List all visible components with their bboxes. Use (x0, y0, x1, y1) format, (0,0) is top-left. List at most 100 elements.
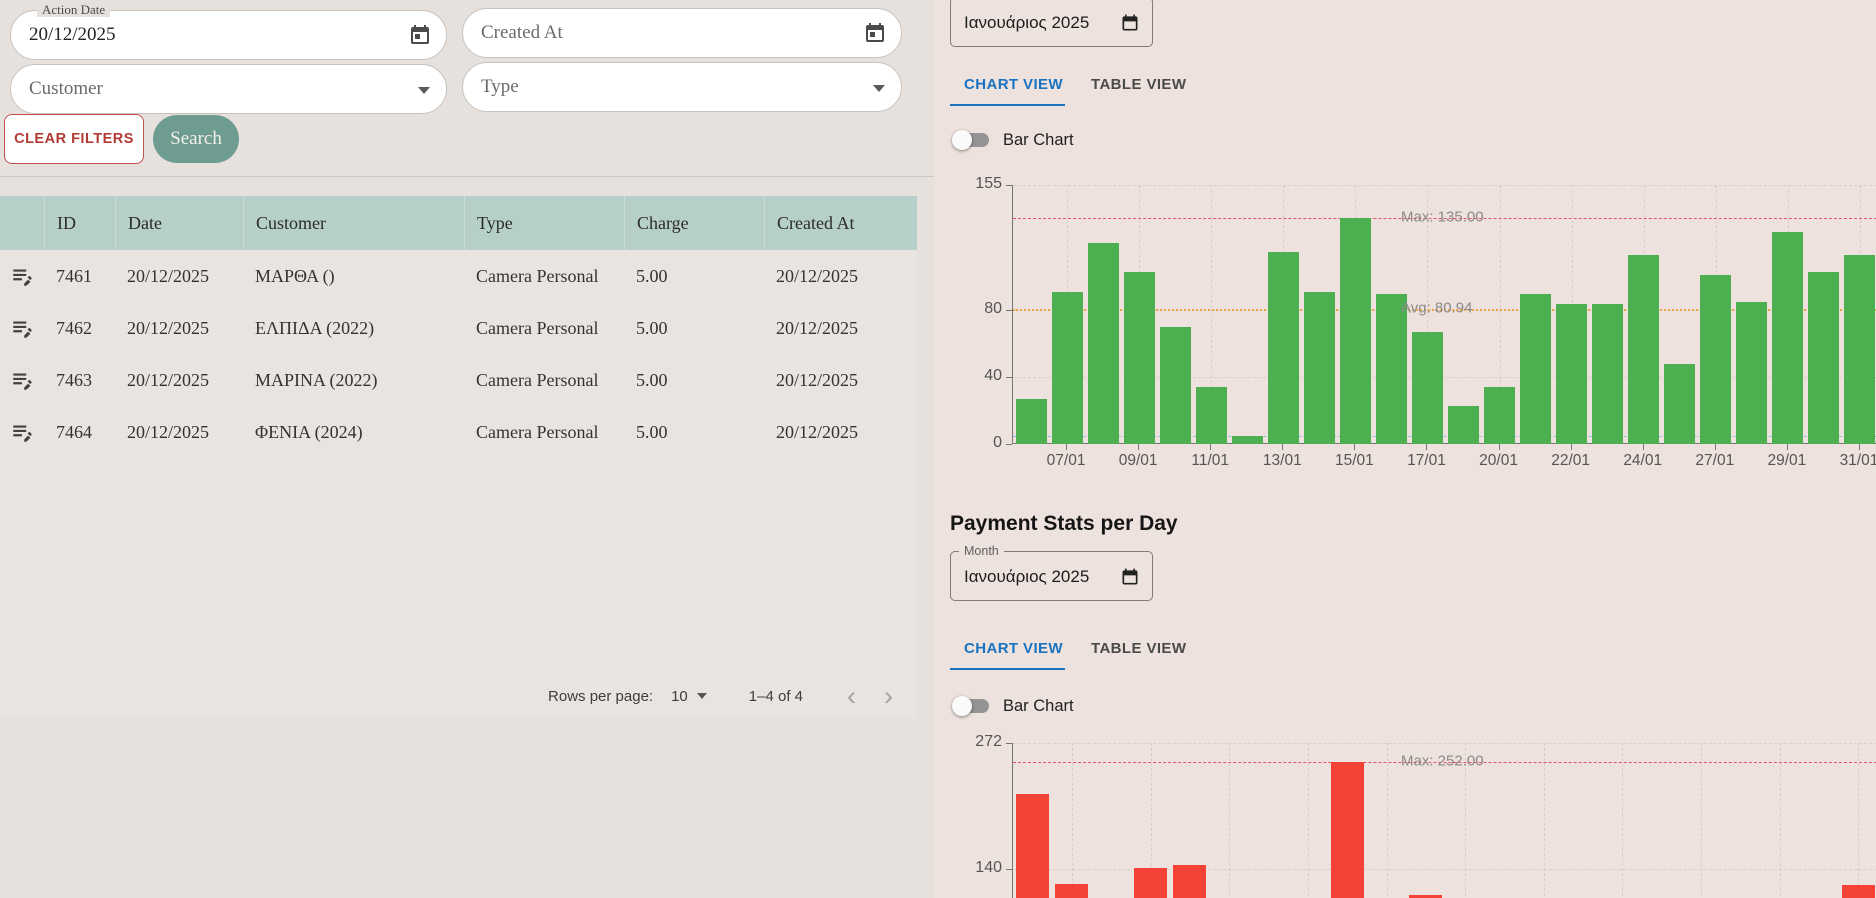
table-body: 7461 20/12/2025 ΜΑΡΘΑ () Camera Personal 5.0… (0, 250, 917, 458)
month-picker[interactable]: Month Ιανουάριος 2025 (950, 545, 1153, 601)
month-field-label: Month (964, 544, 999, 558)
bar (1484, 387, 1516, 444)
bar (1051, 291, 1083, 444)
column-date: Date (115, 196, 243, 250)
divider (0, 176, 934, 177)
table-row: 7462 20/12/2025 ΕΛΠΙΔΑ (2022) Camera Person… (0, 302, 917, 354)
y-axis-label: 80 (984, 300, 1002, 318)
tab-chart-view[interactable]: CHART VIEW (964, 75, 1063, 93)
column-charge: Charge (624, 196, 764, 250)
cell-charge: 5.00 (636, 317, 668, 338)
chevron-down-icon (418, 87, 430, 94)
calendar-icon[interactable] (1120, 567, 1140, 587)
cell-date: 20/12/2025 (127, 421, 210, 442)
bar (1195, 387, 1227, 444)
y-axis-label: 40 (984, 367, 1002, 385)
clear-filters-button[interactable]: CLEAR FILTERS (4, 114, 144, 164)
customer-placeholder: Customer (29, 78, 103, 99)
daily-stats-chart: Max: 135.00 Avg: 80.94 0 40 80 155 07/01 09/01… (950, 175, 1876, 475)
cell-charge: 5.00 (636, 265, 668, 286)
cell-id: 7463 (56, 369, 92, 390)
y-axis-label: 0 (993, 434, 1002, 451)
reference-line-label: Max: 135.00 (1401, 209, 1484, 227)
next-page-button[interactable]: › (884, 681, 893, 711)
bar (1055, 883, 1089, 898)
chart-plot-area: Max: 252.00 (1012, 743, 1876, 898)
type-select[interactable]: Type (462, 62, 902, 112)
month-value: Ιανουάριος 2025 (964, 567, 1090, 586)
header-icon-column (0, 196, 44, 250)
bar (1134, 867, 1168, 898)
y-axis-label: 155 (975, 175, 1002, 192)
cell-created_at: 20/12/2025 (776, 369, 859, 390)
bar (1520, 293, 1552, 444)
cell-type: Camera Personal (476, 317, 599, 338)
tab-chart-view[interactable]: CHART VIEW (964, 639, 1063, 657)
active-tab-indicator (950, 104, 1065, 106)
bar (1448, 405, 1480, 444)
rows-per-page-label: Rows per page: (548, 687, 654, 705)
calendar-icon[interactable] (863, 21, 887, 45)
calendar-icon[interactable] (408, 23, 432, 47)
edit-row-button[interactable] (0, 315, 44, 341)
cell-id: 7464 (56, 421, 92, 442)
bar-chart-toggle[interactable] (952, 130, 989, 150)
cell-id: 7461 (56, 265, 92, 286)
bar-chart-toggle[interactable] (952, 696, 989, 716)
x-axis-label: 24/01 (1623, 452, 1663, 469)
toggle-thumb (952, 696, 972, 716)
pagination: Rows per page: 10 1–4 of 4 ‹ › (548, 681, 907, 711)
bar (1123, 271, 1155, 444)
edit-row-button[interactable] (0, 263, 44, 289)
bar (1159, 327, 1191, 444)
cell-created_at: 20/12/2025 (776, 421, 859, 442)
table-row: 7463 20/12/2025 ΜΑΡΙΝΑ (2022) Camera Person… (0, 354, 917, 406)
results-table: ID Date Customer Type Charge Created At … (0, 196, 917, 718)
edit-row-button[interactable] (0, 367, 44, 393)
x-axis-label: 17/01 (1407, 452, 1446, 469)
rows-per-page-select[interactable]: 10 (671, 688, 707, 705)
column-customer: Customer (243, 196, 464, 250)
tab-table-view[interactable]: TABLE VIEW (1091, 75, 1187, 93)
reference-line-label: Max: 252.00 (1401, 752, 1484, 770)
bar (1087, 243, 1119, 444)
bar (1700, 275, 1732, 444)
cell-created_at: 20/12/2025 (776, 265, 859, 286)
action-date-field[interactable]: Action Date 20/12/2025 (10, 3, 447, 60)
y-axis-label: 140 (975, 858, 1002, 876)
bar (1409, 895, 1443, 898)
cell-date: 20/12/2025 (127, 317, 210, 338)
reference-line (1013, 762, 1876, 764)
bar (1808, 271, 1840, 444)
action-date-value: 20/12/2025 (29, 24, 116, 45)
bar (1339, 218, 1371, 444)
chevron-down-icon (873, 85, 885, 92)
bar (1664, 363, 1696, 444)
search-button[interactable]: Search (153, 115, 239, 163)
previous-page-button[interactable]: ‹ (847, 681, 856, 711)
created-at-field[interactable]: Created At (462, 8, 902, 58)
tab-table-view[interactable]: TABLE VIEW (1091, 639, 1187, 657)
customer-select[interactable]: Customer (10, 64, 447, 114)
toggle-thumb (952, 130, 972, 150)
calendar-icon[interactable] (1120, 13, 1140, 33)
cell-type: Camera Personal (476, 265, 599, 286)
x-axis-label: 29/01 (1767, 452, 1807, 469)
payment-stats-title: Payment Stats per Day (950, 512, 1178, 535)
x-axis-label: 15/01 (1334, 452, 1374, 469)
bar (1556, 303, 1588, 444)
x-axis-label: 31/01 (1839, 452, 1876, 469)
month-picker[interactable]: Month Ιανουάριος 2025 (950, 0, 1153, 47)
bar (1231, 435, 1263, 444)
bar-chart-toggle-row: Bar Chart (952, 128, 1074, 152)
bar (1015, 398, 1047, 444)
reference-line (1013, 218, 1876, 220)
column-created-at: Created At (764, 196, 917, 250)
action-date-label: Action Date (37, 3, 111, 17)
bar (1592, 303, 1624, 444)
edit-row-button[interactable] (0, 419, 44, 445)
column-id: ID (44, 196, 115, 250)
bar (1628, 255, 1660, 444)
cell-customer: ΦΕΝΙΑ (2024) (255, 421, 363, 442)
cell-charge: 5.00 (636, 421, 668, 442)
